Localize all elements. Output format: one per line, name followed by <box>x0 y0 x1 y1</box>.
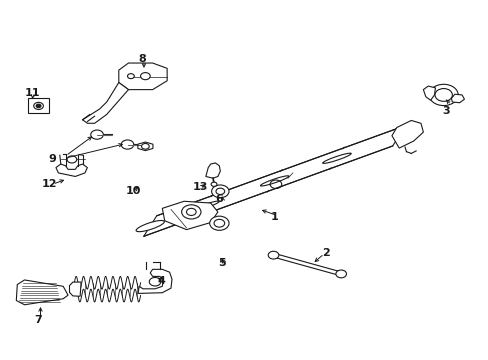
Circle shape <box>434 89 451 101</box>
Circle shape <box>335 270 346 278</box>
Ellipse shape <box>190 201 219 211</box>
Circle shape <box>181 205 201 219</box>
Polygon shape <box>69 282 81 296</box>
Polygon shape <box>391 121 423 148</box>
Circle shape <box>214 219 224 227</box>
Text: 3: 3 <box>442 106 449 116</box>
Circle shape <box>211 185 228 198</box>
Text: 4: 4 <box>157 276 165 286</box>
Polygon shape <box>138 142 153 150</box>
Polygon shape <box>119 63 167 90</box>
Ellipse shape <box>136 220 164 232</box>
Circle shape <box>67 156 77 163</box>
Circle shape <box>149 278 161 286</box>
Ellipse shape <box>260 176 288 186</box>
Polygon shape <box>162 201 218 230</box>
Text: 2: 2 <box>321 248 329 258</box>
Text: 8: 8 <box>138 54 145 64</box>
Circle shape <box>36 104 41 108</box>
Circle shape <box>34 102 43 109</box>
Circle shape <box>141 144 149 149</box>
Text: 6: 6 <box>215 194 223 204</box>
Circle shape <box>140 73 150 80</box>
Text: 12: 12 <box>41 179 57 189</box>
Polygon shape <box>16 280 68 305</box>
Text: 1: 1 <box>270 212 278 222</box>
Polygon shape <box>423 86 435 100</box>
Circle shape <box>428 84 457 105</box>
Polygon shape <box>450 94 464 103</box>
Polygon shape <box>143 125 405 237</box>
Polygon shape <box>82 82 128 123</box>
Circle shape <box>216 188 224 194</box>
Polygon shape <box>205 163 220 178</box>
Polygon shape <box>56 164 87 176</box>
Circle shape <box>121 140 134 149</box>
Text: 7: 7 <box>34 315 42 325</box>
Text: 11: 11 <box>24 88 40 98</box>
Polygon shape <box>272 253 342 276</box>
Circle shape <box>267 251 278 259</box>
Text: 5: 5 <box>218 258 225 268</box>
Circle shape <box>211 182 217 186</box>
Text: 13: 13 <box>192 182 208 192</box>
Text: 9: 9 <box>49 154 57 164</box>
Polygon shape <box>138 269 172 293</box>
Circle shape <box>186 208 196 215</box>
FancyBboxPatch shape <box>28 99 49 113</box>
Text: 10: 10 <box>126 186 141 195</box>
Ellipse shape <box>322 153 350 163</box>
Circle shape <box>209 216 228 230</box>
Circle shape <box>127 74 134 78</box>
Circle shape <box>91 130 103 139</box>
